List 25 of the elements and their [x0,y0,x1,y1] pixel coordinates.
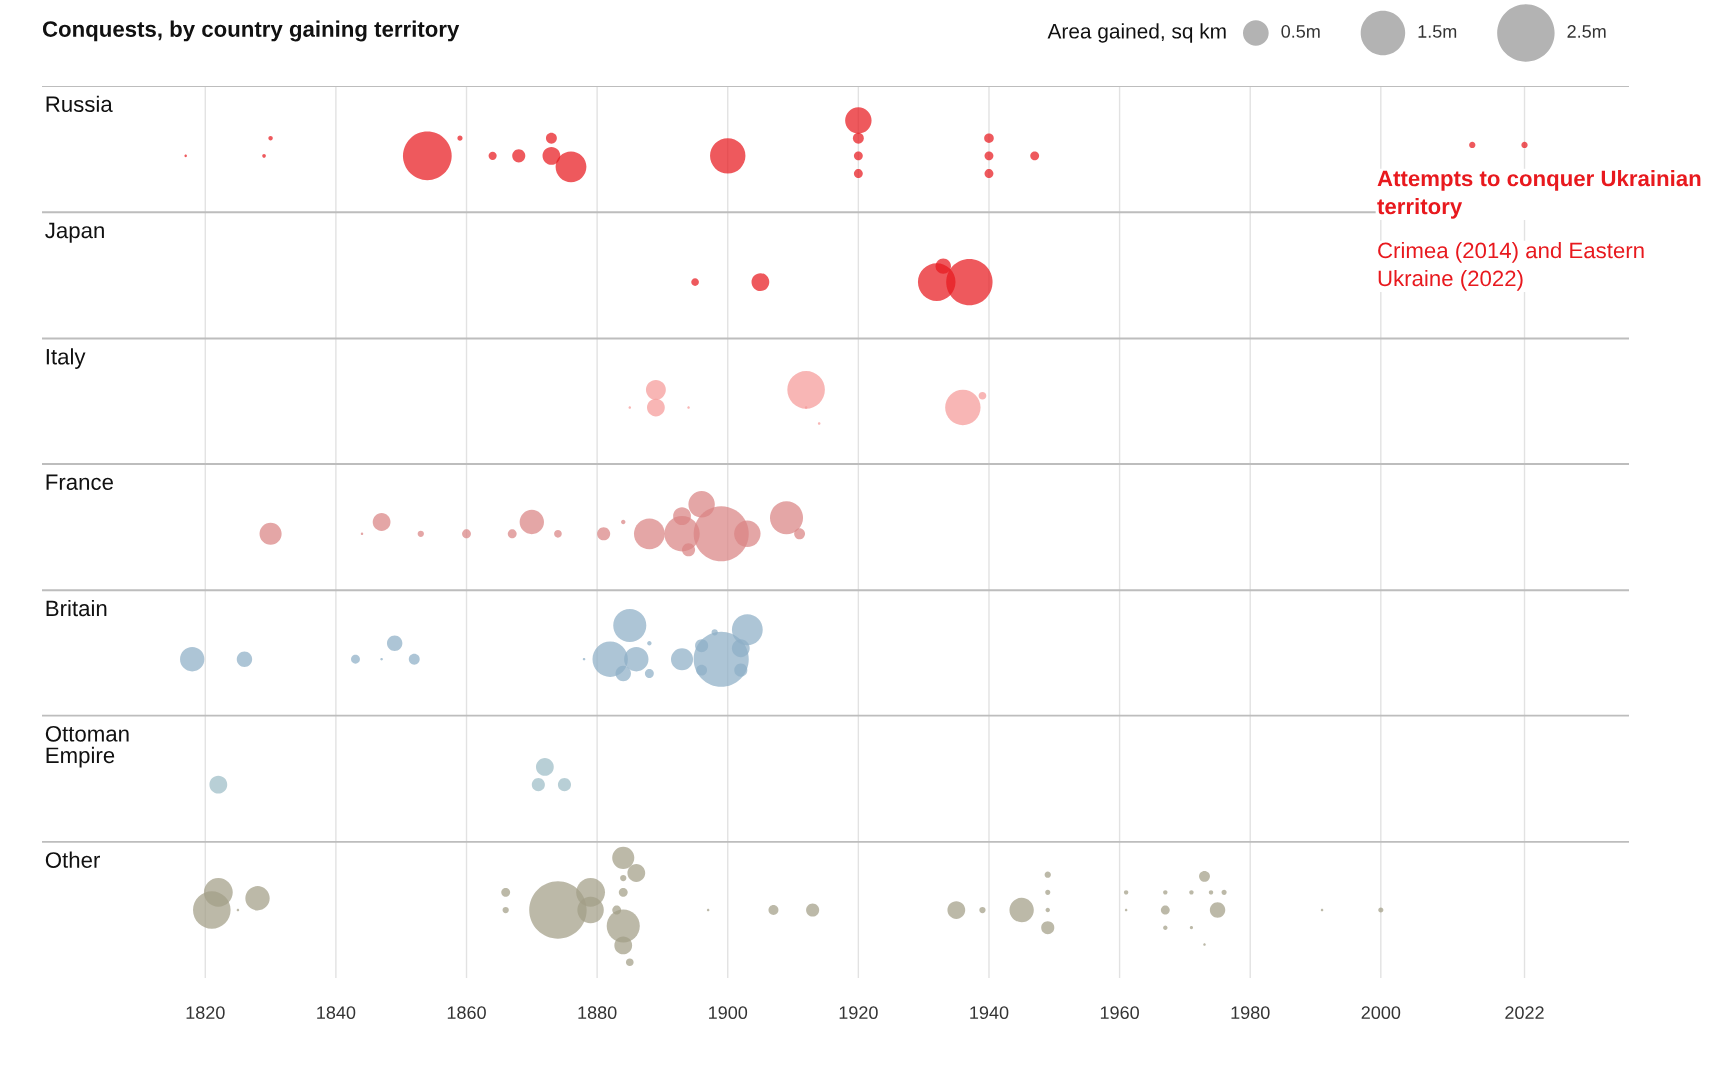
annotation: France [46,474,113,490]
annotation: Ottoman Empire [45,725,129,768]
x-tick-label: 1940 [970,1006,1009,1020]
annotation: Britain [46,599,107,617]
chart-title: Conquests, by country gaining territory [42,20,460,42]
annotation: Italy [46,348,86,369]
annotation: Attempts to conquer Ukrainian territory [1377,170,1701,219]
x-tick-label: 1860 [447,1006,486,1020]
annotation: Other [45,851,100,868]
legend-label: 2.5m [1567,25,1606,38]
legend-label: 1.5m [1418,25,1457,38]
x-tick-label: 2000 [1361,1006,1401,1020]
x-tick-label: 1820 [186,1006,225,1020]
annotation: Japan [45,222,104,243]
x-tick-label: 1960 [1100,1006,1139,1020]
x-tick-label: 1840 [317,1006,356,1020]
legend-title: Area gained, sq km [1047,23,1226,43]
x-tick-label: 1880 [578,1006,617,1020]
legend-label: 0.5m [1281,25,1320,38]
x-tick-label: 1980 [1231,1006,1270,1020]
x-tick-label: 1920 [839,1006,878,1020]
x-tick-label: 1900 [709,1006,748,1020]
x-tick-label: 2022 [1505,1006,1544,1020]
text: Russia [46,95,113,113]
annotation: Crimea (2014) and Eastern Ukraine (2022) [1378,242,1644,291]
